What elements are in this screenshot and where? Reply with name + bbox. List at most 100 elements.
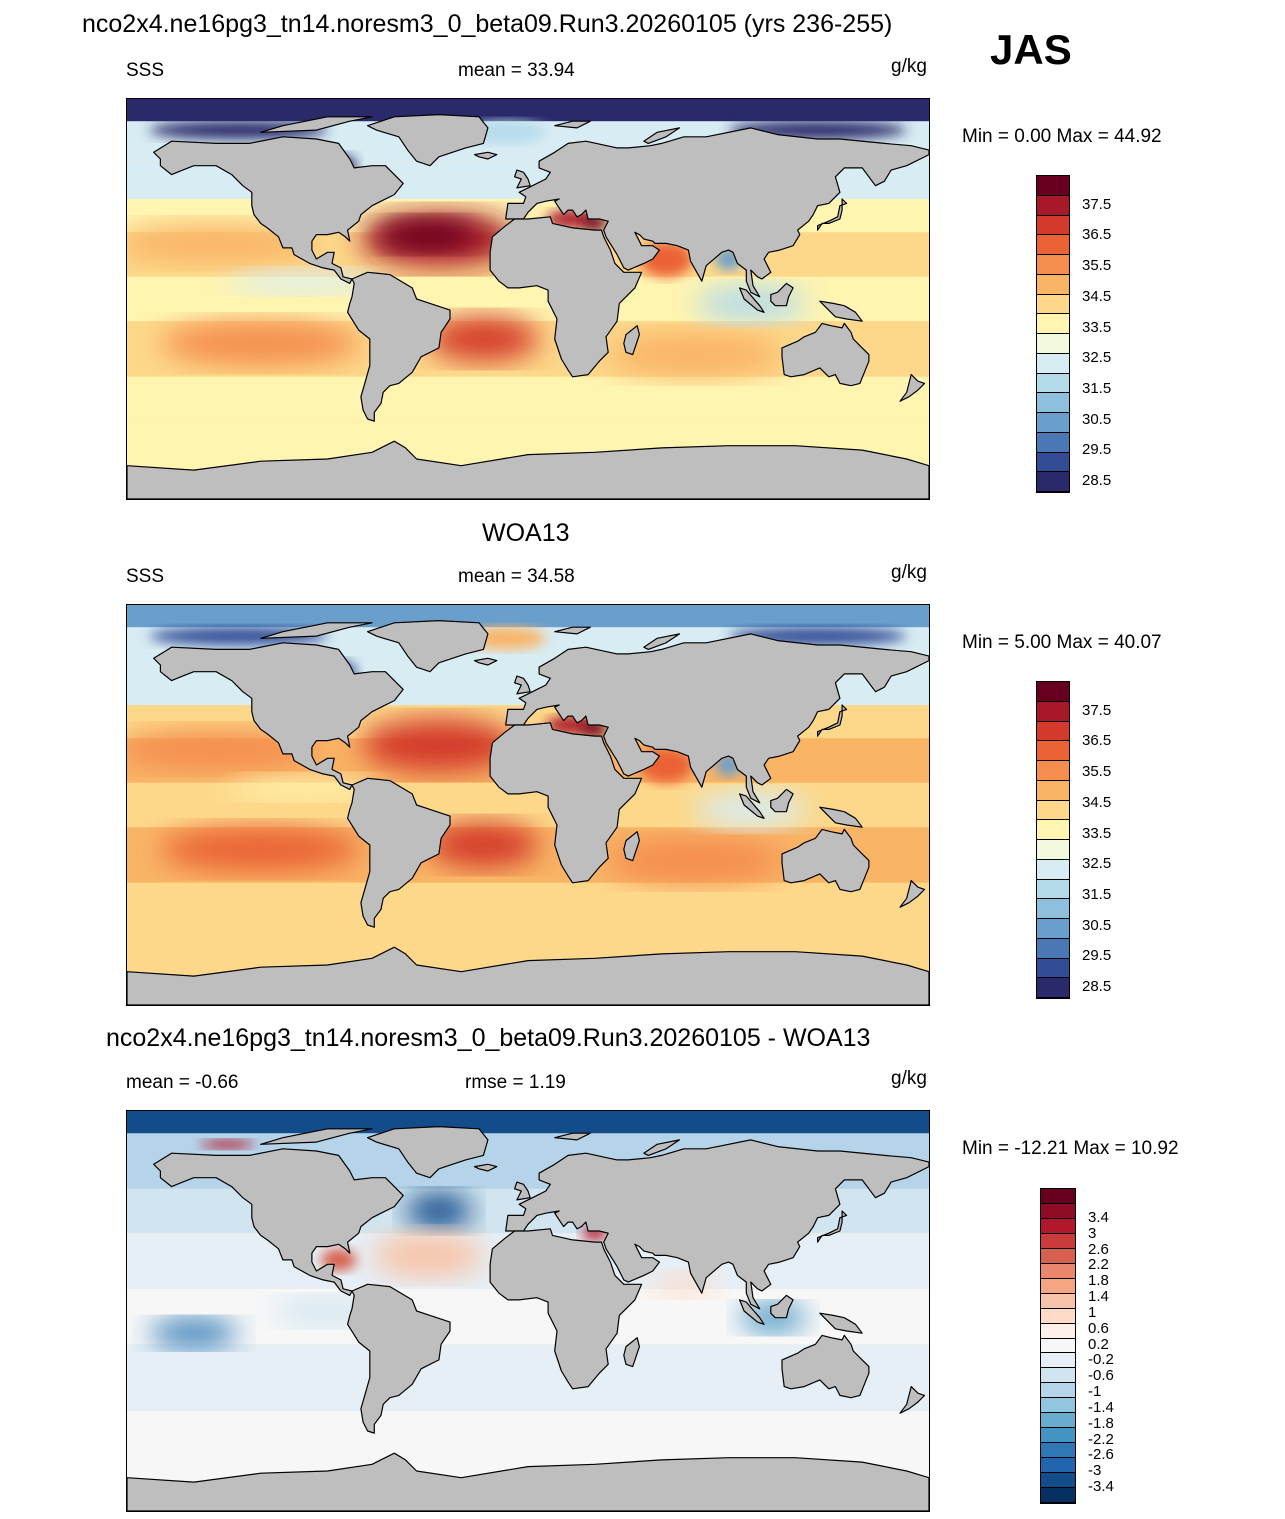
colorbar-segment [1041,1308,1075,1324]
panel1-map [126,98,930,500]
colorbar-label: 29.5 [1082,947,1112,965]
colorbar-segment [1037,472,1069,492]
colorbar-label: -3.4 [1088,1478,1114,1496]
colorbar-segment [1037,235,1069,255]
colorbar-label: 3 [1088,1224,1097,1242]
colorbar-segment [1037,255,1069,275]
colorbar-label: 1.8 [1088,1272,1109,1290]
colorbar-segment [1037,176,1069,196]
panel1-colorbar [1036,175,1070,493]
panel3-heading: nco2x4.ne16pg3_tn14.noresm3_0_beta09.Run… [106,1024,871,1052]
colorbar-segment [1037,958,1069,979]
colorbar-label: 32.5 [1082,855,1112,873]
colorbar-segment [1041,1413,1075,1429]
colorbar-label: 29.5 [1082,441,1112,459]
colorbar-label: 30.5 [1082,410,1112,428]
colorbar-label: 28.5 [1082,978,1112,996]
colorbar-segment [1037,800,1069,821]
colorbar-segment [1037,978,1069,998]
land-mask [127,114,929,499]
colorbar-segment [1037,215,1069,236]
panel2-mean: mean = 34.58 [458,566,575,587]
panel1-minmax: Min = 0.00 Max = 44.92 [962,126,1162,147]
colorbar-segment [1041,1398,1075,1414]
colorbar-segment [1037,334,1069,354]
colorbar-label: 34.5 [1082,793,1112,811]
panel3-rmse: rmse = 1.19 [465,1072,566,1093]
colorbar-segment [1041,1473,1075,1489]
colorbar-label: 2.2 [1088,1256,1109,1274]
panel1-units: g/kg [891,56,927,77]
colorbar-segment [1037,195,1069,216]
colorbar-segment [1041,1368,1075,1384]
colorbar-segment [1041,1323,1075,1339]
panel3-units: g/kg [891,1068,927,1089]
colorbar-segment [1037,452,1069,473]
season-label: JAS [990,26,1072,73]
colorbar-label: -1.4 [1088,1398,1114,1416]
colorbar-segment [1037,432,1069,453]
colorbar-segment [1041,1189,1075,1204]
colorbar-segment [1037,353,1069,374]
colorbar-label: 1 [1088,1303,1097,1321]
colorbar-segment [1037,919,1069,939]
colorbar-segment [1037,820,1069,840]
colorbar-segment [1041,1218,1075,1234]
colorbar-segment [1037,938,1069,959]
colorbar-label: 30.5 [1082,916,1112,934]
colorbar-label: 37.5 [1082,701,1112,719]
colorbar-segment [1037,373,1069,394]
colorbar-segment [1037,294,1069,315]
colorbar-segment [1037,701,1069,722]
colorbar-segment [1037,721,1069,742]
colorbar-label: 28.5 [1082,472,1112,490]
colorbar-label: 32.5 [1082,349,1112,367]
colorbar-label: 36.5 [1082,732,1112,750]
colorbar-segment [1037,413,1069,433]
colorbar-segment [1041,1278,1075,1294]
colorbar-label: 2.6 [1088,1240,1109,1258]
colorbar-segment [1041,1203,1075,1219]
colorbar-segment [1041,1233,1075,1249]
panel2-colorbar [1036,681,1070,999]
colorbar-label: 31.5 [1082,885,1112,903]
colorbar-label: 35.5 [1082,257,1112,275]
panel2-units: g/kg [891,562,927,583]
colorbar-segment [1037,859,1069,880]
colorbar-label: 37.5 [1082,195,1112,213]
panel3-minmax: Min = -12.21 Max = 10.92 [962,1138,1179,1159]
colorbar-segment [1037,314,1069,334]
colorbar-segment [1041,1293,1075,1309]
colorbar-label: -2.2 [1088,1430,1114,1448]
panel3-map [126,1110,930,1512]
panel3-colorbar [1040,1188,1076,1504]
colorbar-segment [1037,274,1069,295]
colorbar-segment [1037,761,1069,781]
panel1-variable: SSS [126,60,165,81]
colorbar-label: -0.6 [1088,1367,1114,1385]
panel2-heading: WOA13 [482,519,570,547]
panel2-minmax: Min = 5.00 Max = 40.07 [962,632,1162,653]
colorbar-segment [1037,780,1069,801]
colorbar-label: -0.2 [1088,1351,1114,1369]
colorbar-label: 3.4 [1088,1208,1109,1226]
colorbar-label: -3 [1088,1462,1102,1480]
colorbar-segment [1041,1338,1075,1354]
colorbar-segment [1041,1458,1075,1474]
land-mask [127,620,929,1005]
colorbar-segment [1041,1353,1075,1369]
colorbar-label: -1 [1088,1383,1102,1401]
colorbar-segment [1041,1383,1075,1399]
panel2-variable: SSS [126,566,165,587]
colorbar-segment [1041,1248,1075,1264]
colorbar-label: 33.5 [1082,824,1112,842]
colorbar-segment [1037,682,1069,702]
colorbar-segment [1037,741,1069,761]
colorbar-label: 0.2 [1088,1335,1109,1353]
colorbar-label: 1.4 [1088,1288,1109,1306]
colorbar-segment [1041,1443,1075,1459]
colorbar-label: 36.5 [1082,226,1112,244]
figure-title: nco2x4.ne16pg3_tn14.noresm3_0_beta09.Run… [82,10,893,38]
colorbar-segment [1037,393,1069,413]
colorbar-label: 31.5 [1082,379,1112,397]
